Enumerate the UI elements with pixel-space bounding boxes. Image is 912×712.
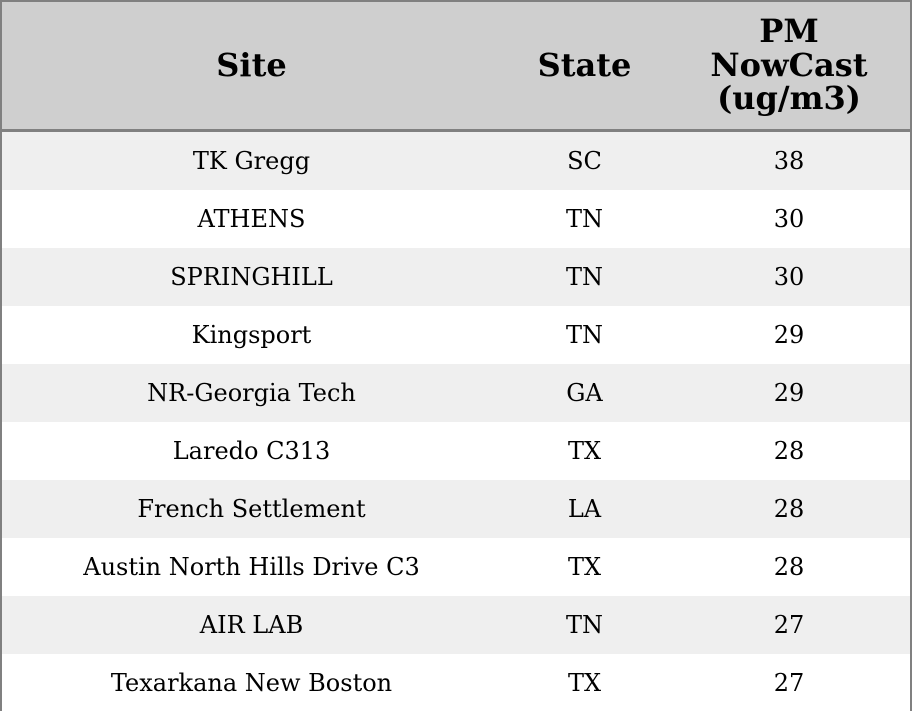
table-cell: 29 [668,364,910,422]
table-cell: 29 [668,306,910,364]
table-cell: 30 [668,190,910,248]
table-cell: Texarkana New Boston [2,654,501,712]
table-cell: 28 [668,538,910,596]
table-cell: TN [501,190,668,248]
table-cell: Austin North Hills Drive C3 [2,538,501,596]
table-cell: 28 [668,480,910,538]
table-cell: French Settlement [2,480,501,538]
table-cell: GA [501,364,668,422]
table-cell: TN [501,596,668,654]
table-cell: TX [501,422,668,480]
table-cell: TX [501,538,668,596]
table-cell: TX [501,654,668,712]
table-cell: 38 [668,131,910,191]
table-cell: LA [501,480,668,538]
table-cell: SC [501,131,668,191]
header-text: State [538,49,632,83]
table-cell: TN [501,306,668,364]
header-text: Site [216,49,286,83]
table-cell: 28 [668,422,910,480]
table-cell: 27 [668,596,910,654]
table-cell: 30 [668,248,910,306]
header-cell: Site [2,2,501,131]
header-row: Site State PM NowCast (ug/m3) [2,2,910,131]
table-cell: 27 [668,654,910,712]
table-cell: ATHENS [2,190,501,248]
header-text: PM NowCast (ug/m3) [694,15,884,116]
table-cell: AIR LAB [2,596,501,654]
table-cell: SPRINGHILL [2,248,501,306]
header-cell: PM NowCast (ug/m3) [668,2,910,131]
table-cell: Laredo C313 [2,422,501,480]
header-cell: State [501,2,668,131]
table-cell: TN [501,248,668,306]
table-cell: Kingsport [2,306,501,364]
table-cell: TK Gregg [2,131,501,191]
table-cell: NR-Georgia Tech [2,364,501,422]
